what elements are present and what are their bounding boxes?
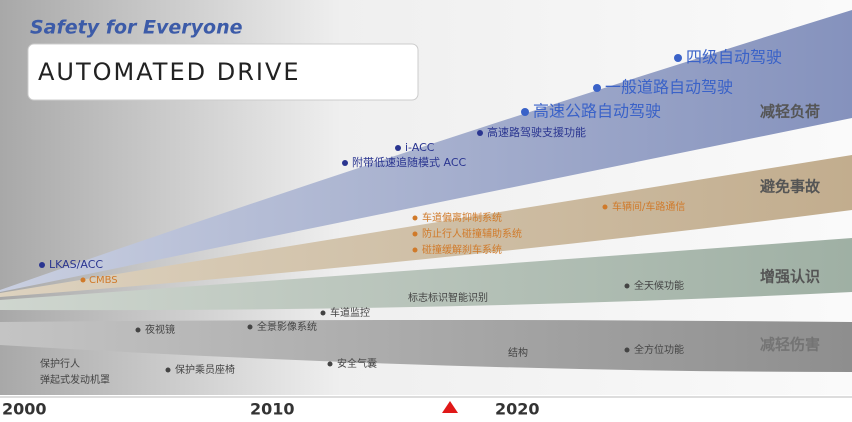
- item: i-ACC: [405, 141, 435, 154]
- item: LKAS/ACC: [49, 258, 103, 271]
- dot: [342, 160, 348, 166]
- item: 车辆间/车路通信: [612, 200, 685, 213]
- dot: [165, 367, 171, 373]
- year-label: 2020: [495, 400, 540, 419]
- item: 高速路驾驶支援功能: [487, 125, 586, 139]
- dot: [624, 283, 630, 289]
- dot: [412, 231, 418, 237]
- dot: [247, 324, 253, 330]
- band-aware: [0, 238, 852, 311]
- item: 一般道路自动驾驶: [605, 78, 733, 97]
- dot: [39, 262, 45, 268]
- item: 弹起式发动机罩: [40, 373, 110, 386]
- band-load: [0, 10, 852, 292]
- item: 车道监控: [330, 306, 370, 319]
- band-label: 增强认识: [760, 268, 820, 286]
- item: 附带低速追随模式 ACC: [352, 155, 467, 169]
- dot: [521, 108, 529, 116]
- item: 结构: [508, 346, 528, 359]
- band-label: 减轻伤害: [760, 336, 820, 354]
- dot: [327, 361, 333, 367]
- title: AUTOMATED DRIVE: [38, 58, 301, 86]
- dot: [320, 310, 326, 316]
- item: 防止行人碰撞辅助系统: [422, 227, 522, 240]
- tagline: Safety for Everyone: [30, 17, 243, 39]
- item: 夜视镜: [145, 323, 175, 336]
- item: CMBS: [89, 275, 118, 286]
- item: 全天候功能: [634, 279, 684, 292]
- title-box: [27, 43, 419, 101]
- item: 四级自动驾驶: [686, 48, 782, 67]
- band-avoid: [0, 155, 852, 297]
- dot: [477, 130, 483, 136]
- item: 全方位功能: [634, 343, 684, 356]
- dot: [593, 84, 601, 92]
- item: 车道偏离抑制系统: [422, 211, 502, 224]
- dot: [135, 327, 141, 333]
- item: 保护行人: [40, 357, 80, 370]
- dot: [674, 54, 682, 62]
- dot: [602, 204, 608, 210]
- dot: [412, 247, 418, 253]
- year-label: 2010: [250, 400, 295, 419]
- now-marker: [442, 401, 458, 413]
- band-injury: [0, 320, 852, 372]
- item: 碰撞缓解刹车系统: [422, 243, 502, 256]
- dot: [412, 215, 418, 221]
- band-label: 避免事故: [760, 178, 821, 196]
- year-label: 2000: [2, 400, 47, 419]
- dot: [80, 277, 86, 283]
- item: 保护乘员座椅: [175, 363, 235, 376]
- timeline-strip: [0, 395, 852, 422]
- dot: [624, 347, 630, 353]
- item: 标志标识智能识别: [408, 291, 488, 304]
- dot: [395, 145, 401, 151]
- item: 安全气囊: [337, 357, 377, 370]
- item: 全景影像系统: [257, 320, 317, 333]
- band-label: 减轻负荷: [760, 103, 820, 121]
- item: 高速公路自动驾驶: [533, 102, 661, 121]
